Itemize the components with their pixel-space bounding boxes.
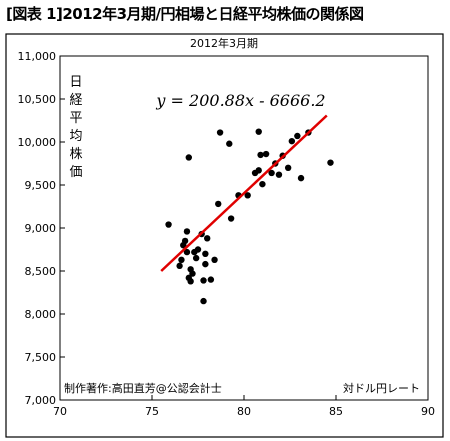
data-point <box>268 169 275 177</box>
y-tick-label: 11,000 <box>18 50 57 63</box>
y-tick-label: 8,500 <box>25 265 57 278</box>
data-point <box>178 256 185 264</box>
data-point <box>244 192 251 199</box>
data-point <box>257 151 264 159</box>
chart-title: 2012年3月期 <box>190 36 258 50</box>
data-point <box>262 150 270 158</box>
x-tick-label: 90 <box>421 405 435 418</box>
y-tick-label: 8,000 <box>25 308 57 321</box>
data-point <box>183 228 191 235</box>
data-point <box>200 297 207 305</box>
data-point <box>294 132 301 140</box>
trendline-equation: y = 200.88x - 6666.2 <box>155 91 325 110</box>
data-point <box>226 140 233 147</box>
figure-title: [図表 1]2012年3月期/円相場と日経平均株価の関係図 <box>6 5 364 23</box>
y-axis-ticks: 7,000 7,500 8,000 8,500 9,000 9,500 10,000 10,5… <box>18 50 65 407</box>
y-tick-label: 10,500 <box>18 93 57 106</box>
data-point <box>181 237 189 245</box>
data-point <box>255 167 262 174</box>
x-axis-ticks: 70 75 80 85 90 <box>53 395 435 418</box>
y-tick-label: 10,000 <box>18 136 57 149</box>
y-axis-label-char: 日 <box>69 75 82 90</box>
data-point <box>327 159 334 166</box>
data-point <box>194 246 202 253</box>
data-point <box>202 250 209 257</box>
data-point <box>215 200 222 208</box>
chart-outer-frame <box>5 33 444 438</box>
x-axis-label: 対ドル円レート <box>343 381 420 395</box>
data-point <box>288 137 296 145</box>
y-axis-label-char: 株 <box>69 147 82 162</box>
credit-text: 制作著作:高田直芳@公認会計士 <box>64 381 222 395</box>
y-axis-label: 日経平均株価 <box>69 75 82 180</box>
data-point <box>200 277 207 284</box>
data-point <box>189 270 196 277</box>
data-point <box>185 154 192 161</box>
data-point <box>216 129 224 136</box>
data-point <box>227 215 235 222</box>
x-tick-label: 70 <box>53 405 67 418</box>
data-point <box>297 174 305 182</box>
y-tick-label: 9,500 <box>25 179 57 192</box>
data-point <box>204 235 211 242</box>
data-point <box>284 164 292 171</box>
y-axis-label-char: 価 <box>69 165 82 180</box>
x-tick-label: 80 <box>237 405 251 418</box>
data-point <box>165 221 172 228</box>
data-point <box>202 260 209 268</box>
trendline <box>160 114 328 272</box>
data-point <box>176 262 183 270</box>
y-tick-label: 9,000 <box>25 222 57 235</box>
data-point <box>207 276 215 283</box>
y-axis-label-char: 平 <box>69 111 82 126</box>
data-point <box>211 256 218 264</box>
data-point <box>183 248 191 256</box>
data-point <box>275 171 283 178</box>
y-tick-label: 7,500 <box>25 351 57 364</box>
data-point <box>255 128 262 135</box>
data-point <box>187 278 194 285</box>
data-point <box>259 180 266 188</box>
y-axis-label-char: 均 <box>69 129 82 144</box>
data-point <box>192 254 200 262</box>
x-tick-label: 85 <box>329 405 343 418</box>
x-tick-label: 75 <box>145 405 159 418</box>
y-tick-label: 7,000 <box>25 394 57 407</box>
y-axis-label-char: 経 <box>69 93 82 108</box>
